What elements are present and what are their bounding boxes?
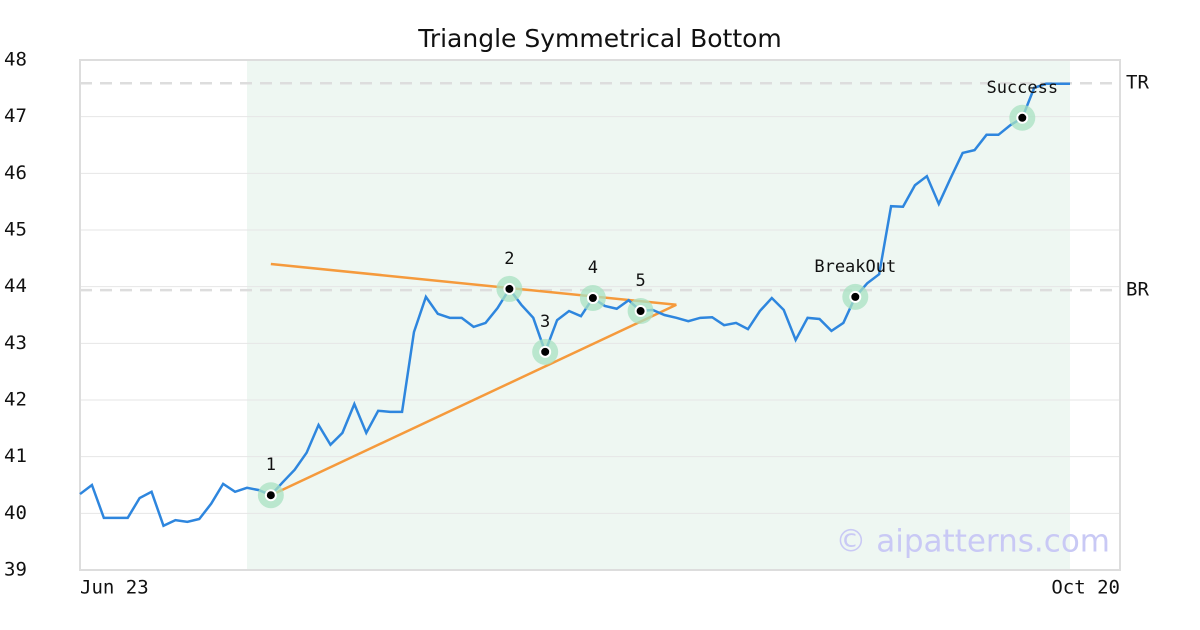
x-tick-label: Oct 20	[1051, 577, 1120, 599]
marker-label: 1	[266, 455, 276, 475]
y-tick-label: 39	[4, 559, 27, 581]
y-tick-label: 41	[4, 445, 27, 467]
marker	[849, 290, 862, 303]
marker-label: 5	[635, 271, 645, 291]
y-tick-label: 48	[4, 49, 27, 71]
marker	[586, 292, 599, 304]
x-tick-label: Jun 23	[80, 577, 149, 599]
reference-label: TR	[1126, 72, 1149, 94]
marker-label: BreakOut	[814, 257, 896, 277]
highlight-region	[246, 60, 1071, 570]
y-tick-label: 46	[4, 162, 27, 184]
y-tick-label: 47	[4, 105, 27, 127]
marker-label: 3	[540, 312, 550, 332]
y-tick-label: 43	[4, 332, 27, 354]
y-tick-label: 40	[4, 502, 27, 524]
plot-frame	[79, 59, 1121, 571]
y-tick-label: 45	[4, 219, 27, 241]
marker-label: 2	[504, 249, 514, 269]
marker	[1016, 111, 1029, 124]
marker	[634, 305, 647, 318]
y-tick-label: 42	[4, 389, 27, 411]
watermark: © aipatterns.com	[835, 524, 1110, 560]
price-line	[79, 82, 1070, 528]
trend-line	[270, 262, 677, 307]
marker	[539, 345, 552, 358]
marker	[264, 489, 277, 502]
y-tick-label: 44	[4, 275, 27, 297]
chart-title: Triangle Symmetrical Bottom	[417, 24, 782, 53]
marker-label: 4	[588, 258, 598, 278]
marker-label: Success	[986, 78, 1058, 98]
marker	[503, 282, 516, 295]
trend-line	[270, 303, 677, 497]
reference-label: BR	[1126, 279, 1149, 301]
